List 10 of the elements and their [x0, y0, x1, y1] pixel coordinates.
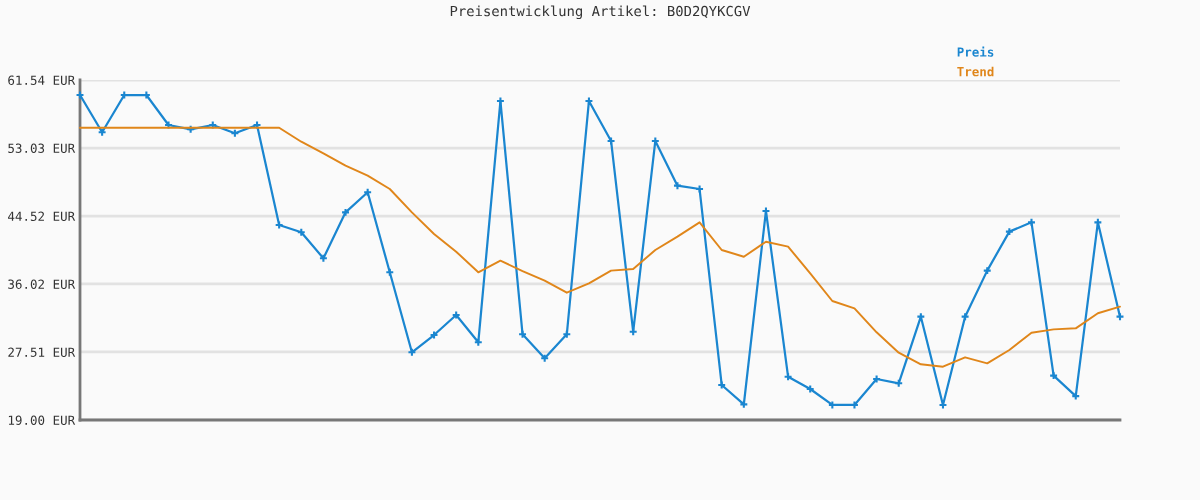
- chart-title: Preisentwicklung Artikel: B0D2QYKCGV: [450, 5, 751, 20]
- text: Trend: [957, 66, 994, 77]
- y-tick-label: 61.54 EUR: [8, 75, 76, 85]
- y-tick-label: 19.00 EUR: [8, 415, 76, 425]
- y-tick-label: 44.52 EUR: [8, 211, 76, 221]
- y-tick-label: 27.51 EUR: [8, 347, 76, 357]
- line-series: [79, 126, 1121, 368]
- y-tick-label: 36.02 EUR: [8, 279, 76, 289]
- text: Preis: [957, 46, 994, 57]
- y-tick-label: 53.03 EUR: [8, 143, 76, 153]
